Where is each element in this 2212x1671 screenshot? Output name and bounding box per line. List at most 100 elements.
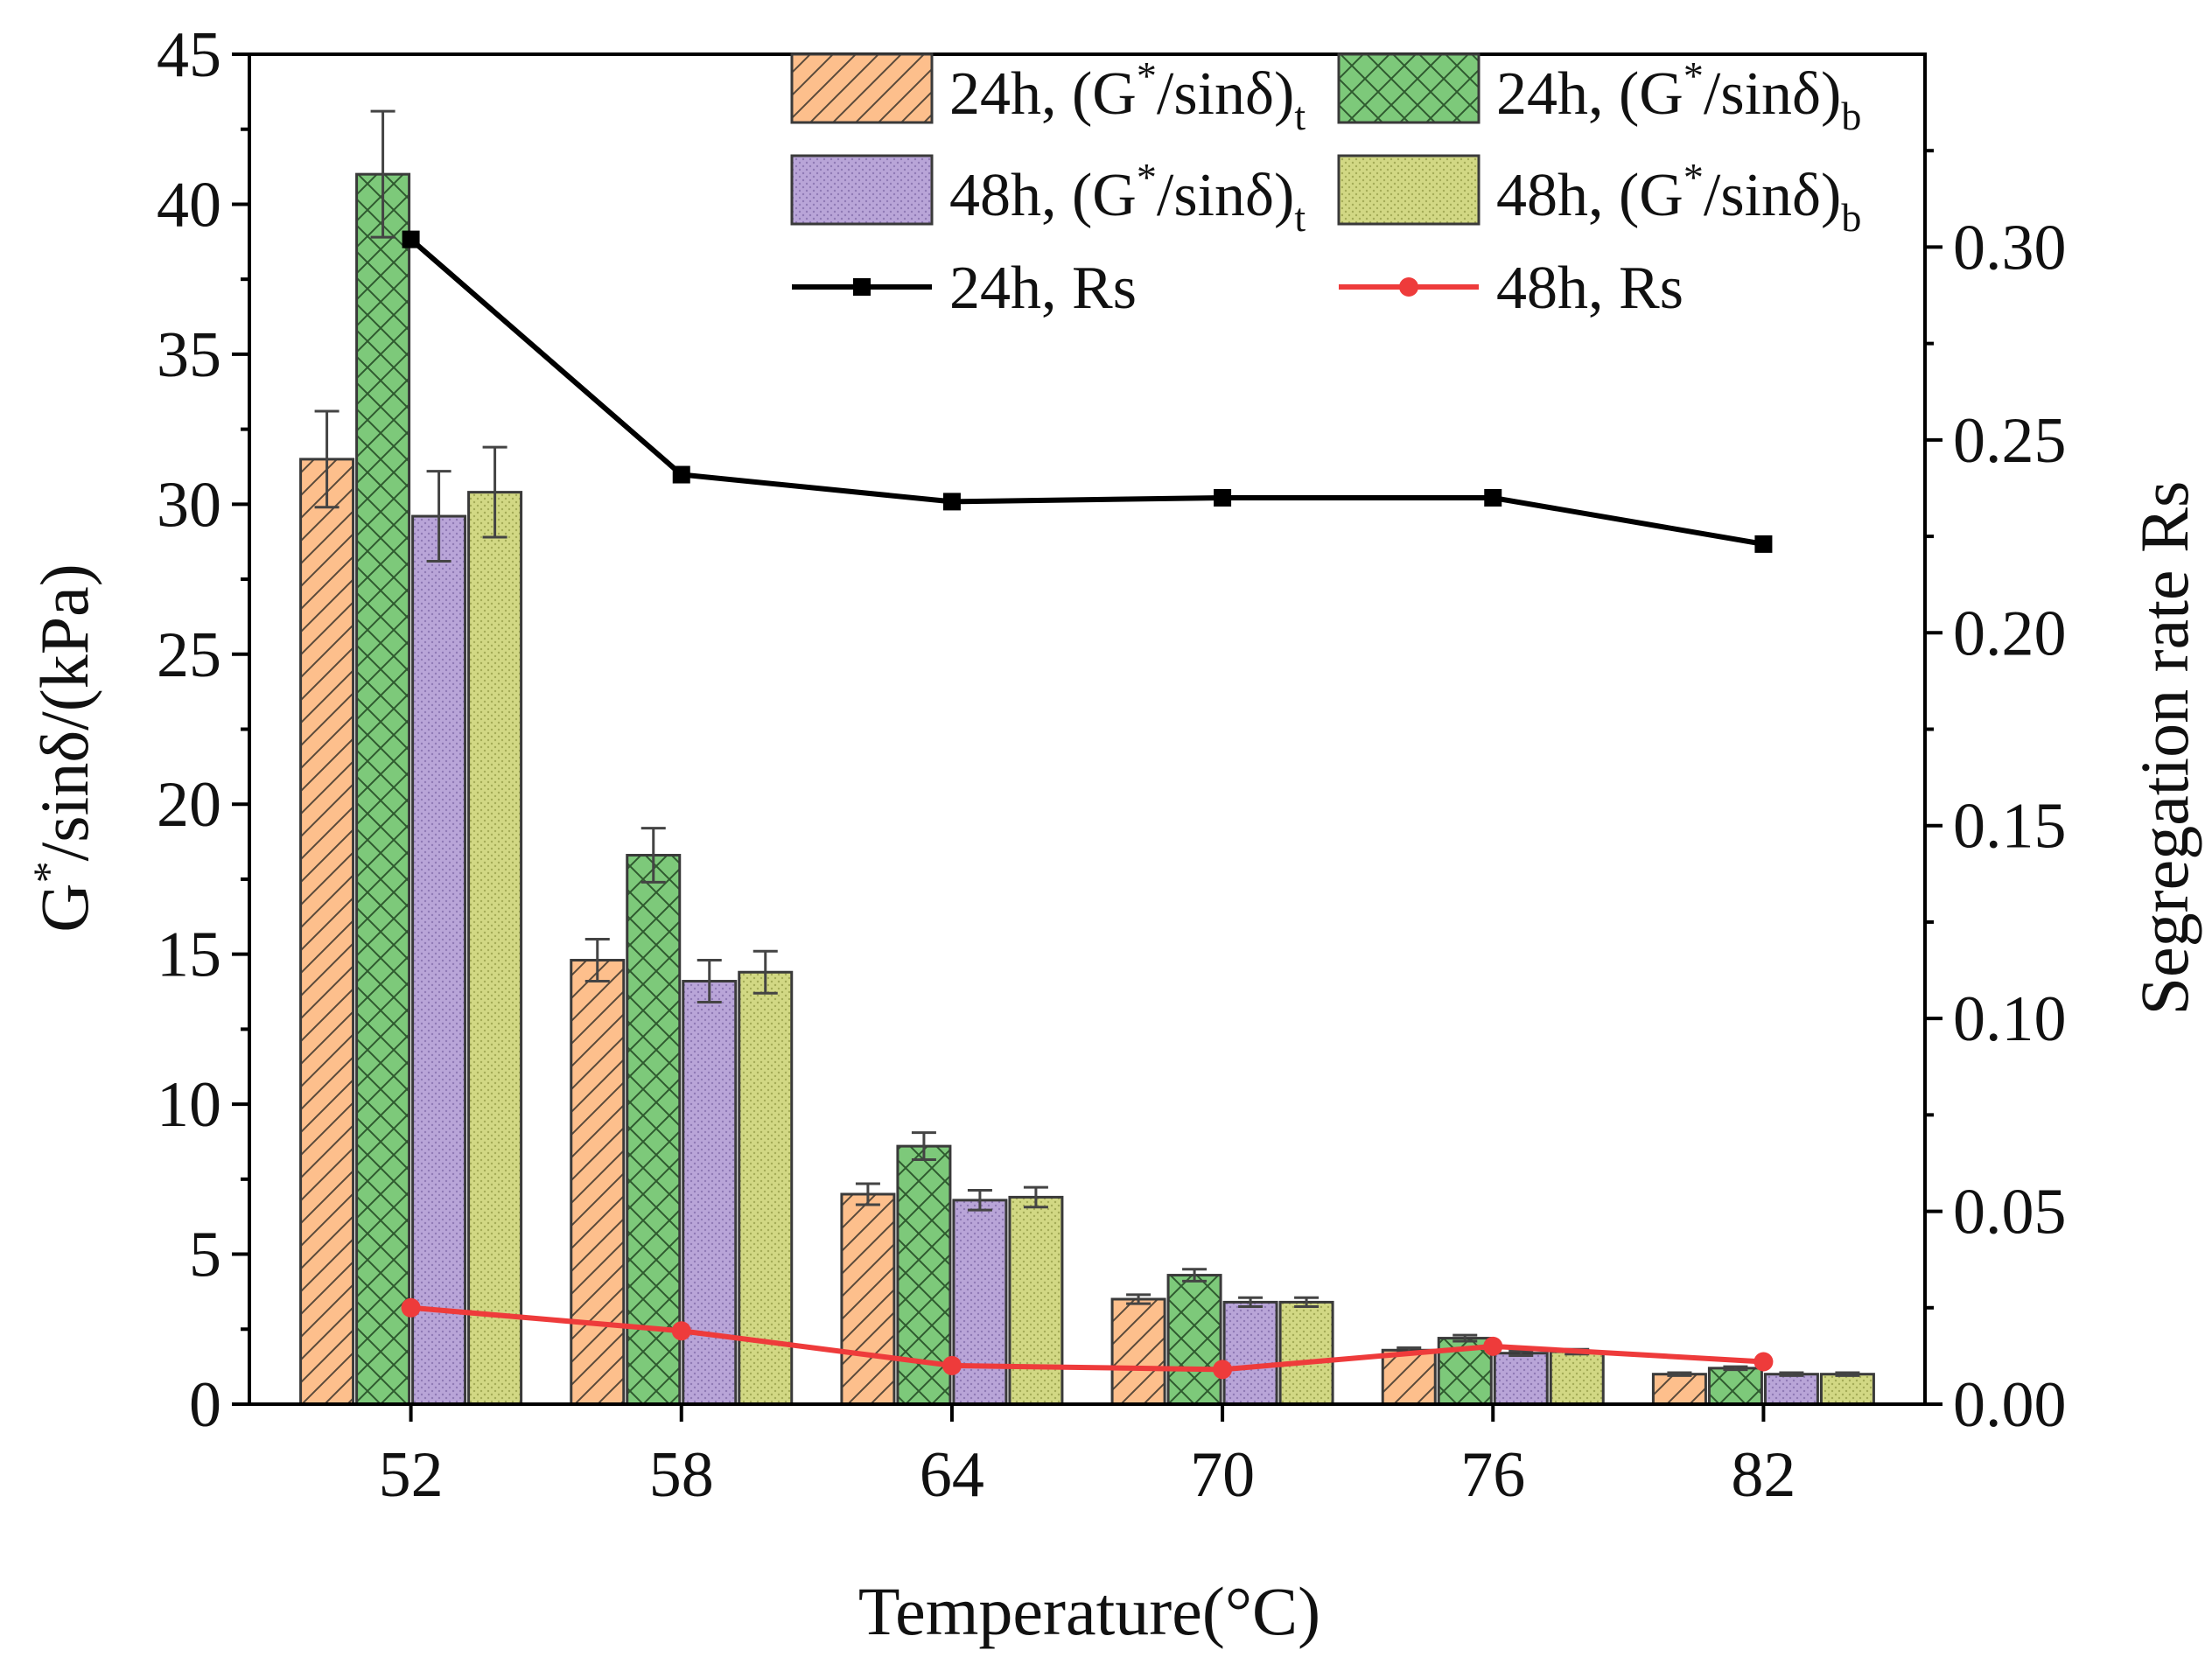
legend-label: 48h, (G*/sinδ)t <box>949 155 1306 240</box>
y-tick-label: 0 <box>189 1369 221 1441</box>
x-tick-label: 82 <box>1731 1439 1796 1511</box>
y2-axis-title: Segregation rate Rs <box>2126 481 2202 1016</box>
rs-point-1-76 <box>1484 488 1502 507</box>
error-bar-3-52 <box>426 470 452 563</box>
bar-3-52 <box>411 514 467 1406</box>
legend: 24h, (G*/sinδ)t 24h, (G*/sinδ)b 48h, (G*/s… <box>790 52 1861 322</box>
bar-2-82 <box>1707 1367 1763 1406</box>
bar-4-52 <box>467 491 523 1406</box>
rs-point-2-70 <box>1213 1360 1233 1380</box>
bar-1-58 <box>570 959 626 1406</box>
rs-point-2-64 <box>942 1355 962 1375</box>
legend-label: 24h, (G*/sinδ)t <box>949 53 1306 138</box>
x-axis-title: Temperature(°C) <box>858 1573 1320 1649</box>
x-tick-label: 76 <box>1460 1439 1525 1511</box>
error-bar-2-58 <box>640 827 666 884</box>
legend-swatch <box>790 154 934 226</box>
bar-4-64 <box>1008 1195 1064 1406</box>
y-tick-label: 20 <box>157 769 221 841</box>
y2-tick-label: 0.25 <box>1953 405 2067 477</box>
legend-label: 48h, (G*/sinδ)b <box>1496 155 1861 240</box>
plot-area: 0 5 10 15 20 25 30 35 40 45 0.00 0.05 0.10 0.15 0.20 0.… <box>157 19 2067 1511</box>
y-tick-label: 35 <box>157 319 221 391</box>
rs-point-1-82 <box>1754 535 1773 553</box>
rs-point-1-58 <box>672 465 690 484</box>
y-tick-label: 40 <box>157 169 221 241</box>
bar-4-76 <box>1549 1350 1605 1406</box>
rs-line-2 <box>410 1304 1764 1373</box>
bar-1-52 <box>299 458 355 1406</box>
rs-point-2-76 <box>1483 1336 1503 1356</box>
legend-swatch <box>1337 154 1480 226</box>
legend-item-6: 48h, Rs <box>1339 255 1684 322</box>
bar-1-64 <box>840 1192 896 1406</box>
x-tick-label: 70 <box>1190 1439 1255 1511</box>
legend-swatch <box>1337 52 1480 124</box>
bar-1-76 <box>1381 1348 1437 1406</box>
legend-item-5: 24h, Rs <box>792 255 1137 322</box>
bar-1-70 <box>1110 1297 1166 1406</box>
bar-2-58 <box>626 854 682 1406</box>
error-bar-1-52 <box>314 409 340 509</box>
rs-point-1-52 <box>402 230 420 248</box>
error-bar-4-64 <box>1023 1185 1048 1209</box>
legend-item-3: 48h, (G*/sinδ)t <box>790 154 1306 240</box>
legend-item-2: 24h, (G*/sinδ)b <box>1337 52 1861 138</box>
error-bar-3-70 <box>1238 1296 1264 1309</box>
y-tick-label: 25 <box>157 619 221 691</box>
rs-point-2-58 <box>671 1321 691 1341</box>
y2-tick-label: 0.05 <box>1953 1177 2067 1248</box>
y-axis-title: G*/sinδ/(kPa) <box>24 563 102 932</box>
y-tick-label: 10 <box>157 1069 221 1141</box>
error-bar-2-76 <box>1452 1333 1478 1343</box>
error-bar-4-52 <box>482 445 508 539</box>
bar-3-76 <box>1493 1352 1549 1406</box>
error-bar-1-82 <box>1667 1371 1692 1377</box>
y-tick-label: 15 <box>157 919 221 991</box>
legend-marker <box>853 278 871 296</box>
legend-item-4: 48h, (G*/sinδ)b <box>1337 154 1861 240</box>
rs-point-2-52 <box>401 1297 421 1318</box>
error-bar-2-64 <box>911 1131 936 1162</box>
bar-4-70 <box>1278 1300 1334 1406</box>
legend-label: 24h, Rs <box>949 255 1137 322</box>
legend-item-1: 24h, (G*/sinδ)t <box>790 52 1306 138</box>
error-bars-layer <box>314 109 1860 1377</box>
lines-layer <box>401 230 1774 1380</box>
y2-tick-label: 0.00 <box>1953 1369 2067 1441</box>
x-tick-label: 64 <box>920 1439 984 1511</box>
rs-point-2-82 <box>1754 1352 1774 1372</box>
y2-tick-label: 0.10 <box>1953 983 2067 1055</box>
bar-2-52 <box>355 172 411 1406</box>
legend-swatch <box>790 52 934 124</box>
error-bar-1-58 <box>584 938 610 983</box>
bar-3-70 <box>1222 1300 1278 1406</box>
bars-layer <box>299 172 1875 1406</box>
error-bar-3-58 <box>696 959 722 1004</box>
y2-tick-label: 0.15 <box>1953 791 2067 863</box>
y2-tick-label: 0.20 <box>1953 598 2067 669</box>
error-bar-2-52 <box>370 109 396 239</box>
x-tick-label: 58 <box>649 1439 714 1511</box>
bar-3-64 <box>952 1199 1008 1406</box>
y2-tick-label: 0.30 <box>1953 212 2067 283</box>
error-bar-3-82 <box>1779 1371 1804 1377</box>
error-bar-2-70 <box>1182 1268 1208 1283</box>
legend-marker <box>1399 277 1418 297</box>
error-bar-1-64 <box>855 1182 880 1206</box>
legend-label: 48h, Rs <box>1496 255 1684 322</box>
x-tick-label: 52 <box>379 1439 444 1511</box>
error-bar-4-82 <box>1835 1371 1860 1377</box>
rs-point-1-70 <box>1214 488 1232 507</box>
rs-point-1-64 <box>942 493 961 511</box>
error-bar-4-70 <box>1294 1296 1320 1309</box>
error-bar-2-82 <box>1723 1365 1748 1372</box>
bar-2-70 <box>1166 1274 1222 1406</box>
bar-1-82 <box>1651 1373 1707 1406</box>
error-bar-1-70 <box>1126 1293 1152 1305</box>
rs-line-1 <box>409 237 1764 547</box>
y-tick-label: 30 <box>157 469 221 541</box>
bar-3-58 <box>682 980 738 1406</box>
error-bar-3-64 <box>967 1189 992 1212</box>
